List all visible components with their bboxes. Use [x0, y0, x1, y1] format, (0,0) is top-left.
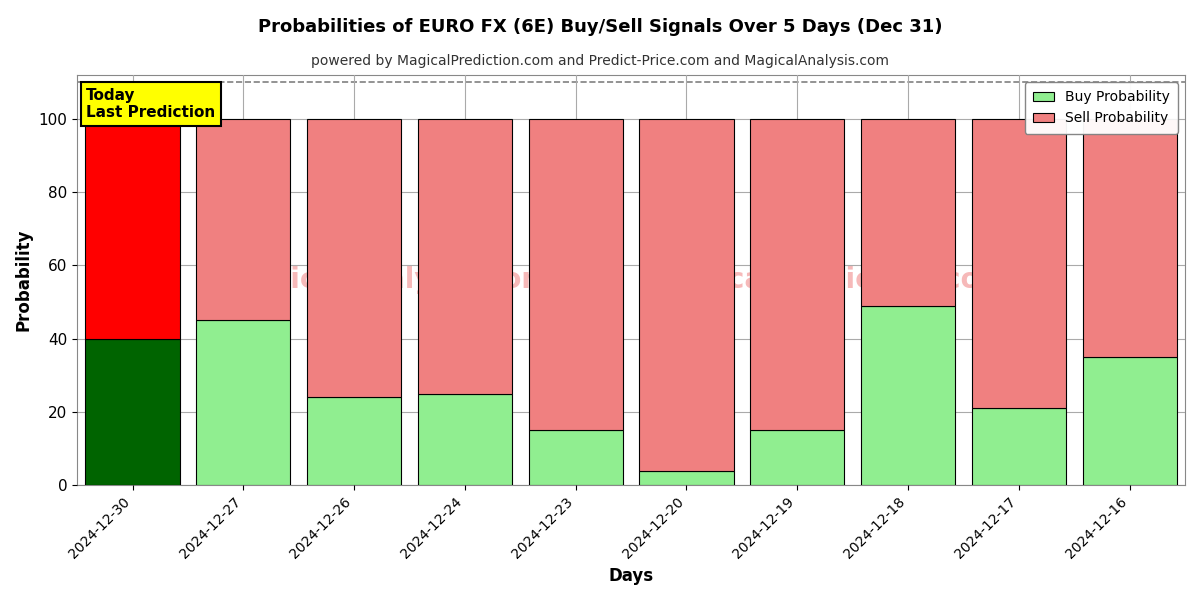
Bar — [1082, 119, 1177, 357]
Bar — [307, 397, 401, 485]
Text: MagicalAnalysis.com: MagicalAnalysis.com — [224, 266, 551, 294]
Bar — [750, 430, 845, 485]
Bar — [529, 430, 623, 485]
Bar — [640, 470, 733, 485]
Y-axis label: Probability: Probability — [14, 229, 32, 331]
Bar — [640, 119, 733, 470]
Bar — [85, 119, 180, 338]
Legend: Buy Probability, Sell Probability: Buy Probability, Sell Probability — [1025, 82, 1178, 134]
Bar — [860, 119, 955, 306]
Bar — [418, 394, 512, 485]
Bar — [529, 119, 623, 430]
Bar — [972, 408, 1066, 485]
Bar — [1082, 357, 1177, 485]
Bar — [418, 119, 512, 394]
X-axis label: Days: Days — [608, 567, 654, 585]
Bar — [750, 119, 845, 430]
Bar — [860, 306, 955, 485]
Bar — [307, 119, 401, 397]
Bar — [972, 119, 1066, 408]
Text: Today
Last Prediction: Today Last Prediction — [86, 88, 215, 120]
Text: MagicalPrediction.com: MagicalPrediction.com — [653, 266, 1009, 294]
Bar — [197, 119, 290, 320]
Text: Probabilities of EURO FX (6E) Buy/Sell Signals Over 5 Days (Dec 31): Probabilities of EURO FX (6E) Buy/Sell S… — [258, 18, 942, 36]
Bar — [85, 338, 180, 485]
Bar — [197, 320, 290, 485]
Text: powered by MagicalPrediction.com and Predict-Price.com and MagicalAnalysis.com: powered by MagicalPrediction.com and Pre… — [311, 54, 889, 68]
